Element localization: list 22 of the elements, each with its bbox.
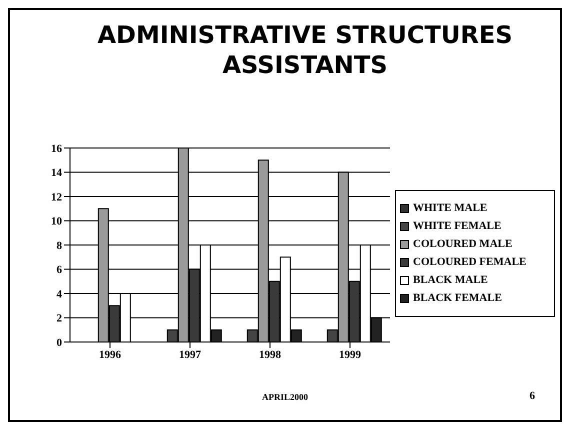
x-tick-label: 1997	[179, 348, 202, 361]
y-tick-label: 12	[51, 191, 62, 204]
legend-label: COLOURED FEMALE	[413, 256, 526, 268]
legend-label: BLACK MALE	[413, 274, 488, 286]
y-tick-label: 8	[56, 240, 62, 252]
text: 6	[530, 390, 535, 402]
y-tick-label: 10	[51, 216, 62, 228]
legend-label: WHITE MALE	[413, 202, 488, 214]
y-tick-label: 2	[56, 312, 62, 325]
y-tick-label: 6	[56, 264, 62, 276]
legend-label: BLACK FEMALE	[413, 292, 502, 304]
legend-label: COLOURED MALE	[413, 238, 512, 250]
chart-title: ADMINISTRATIVE STRUCTURES ASSISTANTS	[96, 20, 514, 80]
x-tick-label: 1996	[99, 348, 122, 361]
legend-label: WHITE FEMALE	[413, 220, 502, 232]
y-tick-label: 4	[56, 288, 62, 300]
x-tick-label: 1999	[339, 348, 362, 361]
y-tick-label: 0	[56, 336, 62, 349]
y-tick-label: 14	[51, 167, 62, 180]
y-tick-label: 16	[51, 142, 62, 155]
x-tick-label: 1998	[259, 348, 282, 361]
text: APRIL2000	[262, 392, 308, 402]
